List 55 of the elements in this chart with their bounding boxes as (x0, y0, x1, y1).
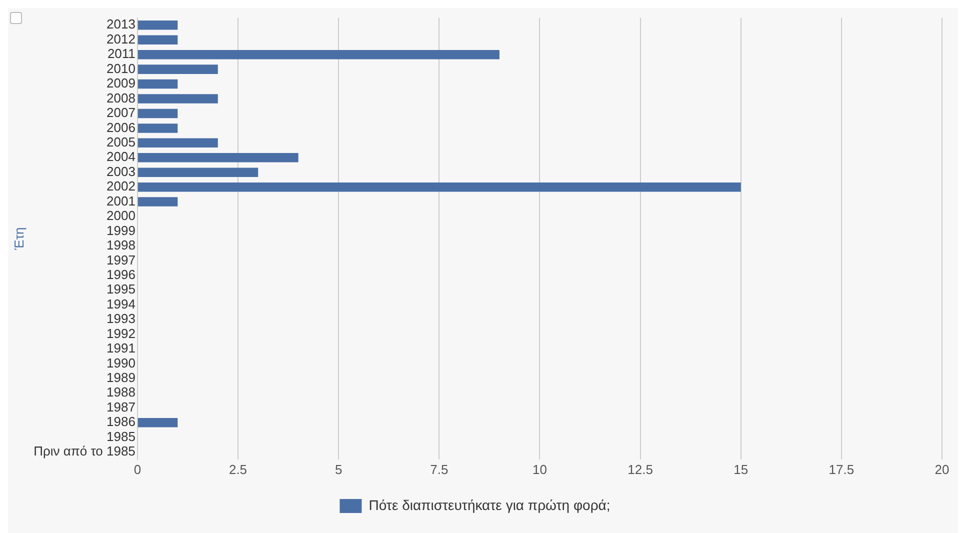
x-tick-label: 10 (532, 462, 547, 477)
x-tick-label: 2.5 (228, 462, 248, 477)
legend-label: Πότε διαπιστευτήκατε για πρώτη φορά; (368, 496, 610, 513)
bar (138, 168, 258, 177)
y-tick-label: 1985 (106, 428, 136, 444)
x-tick-label: 15 (734, 462, 748, 477)
y-tick-label: 2005 (106, 134, 136, 150)
y-tick-label: 1994 (106, 296, 136, 312)
y-tick-label: 1997 (106, 252, 136, 268)
x-tick-label: 7.5 (430, 462, 448, 477)
bar (138, 418, 178, 428)
bar (138, 197, 178, 206)
y-tick-label: 2006 (106, 120, 136, 135)
y-tick-label: 1993 (106, 311, 136, 326)
y-tick-label: 1990 (106, 355, 136, 370)
bar (138, 108, 178, 118)
y-tick-label: 1999 (106, 222, 136, 238)
x-tick-label: 12.5 (628, 462, 653, 477)
x-tick-label: 17.5 (828, 462, 854, 477)
bar (138, 182, 741, 192)
bar (138, 35, 178, 45)
bar (138, 94, 218, 104)
y-tick-label: 1992 (106, 326, 136, 341)
bar (138, 138, 218, 148)
y-tick-label: 1998 (106, 238, 136, 253)
bar (138, 124, 178, 133)
y-tick-label: 1989 (106, 370, 136, 386)
y-tick-label: 1987 (106, 399, 136, 414)
y-tick-label: 1996 (106, 266, 136, 282)
y-tick-label: Πριν από το 1985 (34, 444, 136, 459)
y-tick-label: 1991 (106, 340, 136, 356)
y-tick-label: 1988 (106, 384, 136, 400)
y-tick-label: 1995 (106, 282, 136, 297)
x-tick-label: 5 (334, 462, 342, 477)
bar (138, 20, 178, 30)
y-tick-label: 2013 (106, 16, 136, 32)
y-tick-label: 2009 (106, 76, 136, 91)
x-tick-label: 20 (934, 462, 950, 477)
bar (138, 64, 218, 74)
y-tick-label: 1986 (106, 414, 136, 430)
y-tick-label: 2011 (107, 46, 136, 62)
y-tick-label: 2010 (106, 60, 136, 76)
bar (138, 153, 298, 162)
y-tick-label: 2004 (106, 149, 136, 164)
bar (138, 50, 500, 60)
y-tick-label: 2007 (106, 105, 136, 120)
y-tick-label: 2001 (106, 193, 136, 208)
x-tick-label: 0 (134, 462, 142, 477)
y-tick-label: 2003 (106, 164, 136, 179)
y-tick-label: 2008 (106, 90, 136, 106)
bar (138, 79, 178, 89)
y-axis-title: Έτη (11, 227, 26, 251)
y-tick-label: 2000 (106, 208, 136, 224)
y-tick-label: 2012 (106, 31, 136, 46)
y-tick-label: 2002 (106, 178, 136, 194)
